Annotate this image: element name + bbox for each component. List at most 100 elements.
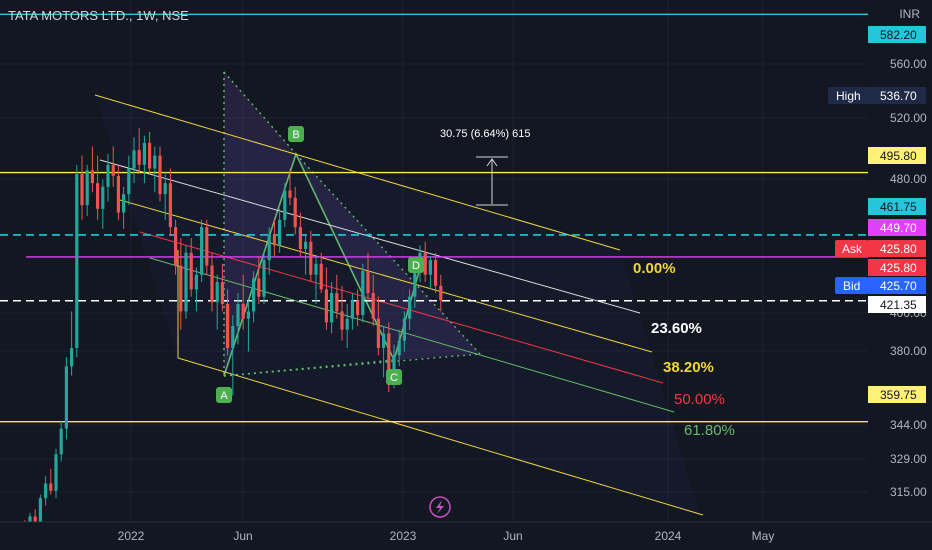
candle — [319, 252, 323, 294]
point-a-marker[interactable]: A — [216, 387, 232, 403]
candle — [309, 230, 313, 283]
candlesticks[interactable] — [2, 128, 443, 550]
candle — [59, 421, 63, 462]
candle — [241, 274, 245, 330]
price-tick: 520.00 — [890, 111, 927, 125]
bid-tag: Bid — [843, 279, 860, 293]
candle — [142, 135, 146, 184]
time-tick: May — [752, 529, 775, 543]
price-tick: 344.00 — [890, 418, 927, 432]
time-axis[interactable]: 2022 Jun 2023 Jun 2024 May — [0, 521, 932, 550]
price-label-495: 495.80 — [880, 149, 917, 163]
candle — [262, 252, 266, 305]
candle — [366, 252, 370, 301]
candle — [408, 289, 412, 330]
candle — [314, 256, 318, 305]
point-c-marker[interactable]: C — [386, 369, 402, 385]
fib-label-0: 0.00% — [633, 260, 676, 277]
high-tag: High — [836, 89, 861, 103]
time-tick: 2023 — [390, 529, 417, 543]
candle — [122, 186, 126, 229]
price-label-449: 449.70 — [880, 221, 917, 235]
candle — [361, 263, 365, 323]
candle — [85, 164, 89, 217]
candle — [153, 146, 157, 193]
candle — [215, 274, 219, 330]
horizontal-levels[interactable] — [0, 13, 868, 423]
candle — [330, 282, 334, 334]
candle — [350, 293, 354, 330]
candle — [174, 219, 178, 275]
candle — [423, 241, 427, 283]
point-b-marker[interactable]: B — [288, 126, 304, 142]
price-labels: 582.20 High 536.70 495.80 461.75 449.70 … — [828, 26, 926, 403]
candle — [340, 285, 344, 341]
candle — [226, 289, 230, 356]
time-tick: 2022 — [118, 529, 145, 543]
price-label-bid: 425.70 — [880, 279, 917, 293]
price-label-359: 359.75 — [880, 388, 917, 402]
fib-labels: 0.00% 23.60% 38.20% 50.00% 61.80% — [633, 260, 735, 439]
price-range-tool[interactable]: 30.75 (6.64%) 615 — [440, 128, 531, 206]
candle — [324, 267, 328, 330]
candle — [101, 179, 105, 229]
candle — [298, 212, 302, 257]
candle — [272, 219, 276, 257]
candle — [90, 146, 94, 193]
candle — [278, 208, 282, 253]
candle — [205, 219, 209, 275]
point-d-label: D — [412, 260, 420, 272]
candle — [231, 315, 235, 396]
fib-label-38-2: 38.20% — [663, 359, 714, 376]
price-label-last: 425.80 — [880, 261, 917, 275]
candle — [44, 476, 48, 506]
candle — [64, 357, 68, 440]
symbol-title[interactable]: TATA MOTORS LTD., 1W, NSE — [8, 8, 189, 23]
fib-label-61-8: 61.80% — [684, 422, 735, 439]
point-d-marker[interactable]: D — [408, 257, 424, 273]
candle — [246, 300, 250, 352]
candle — [194, 267, 198, 312]
currency-label[interactable]: INR — [899, 7, 920, 21]
price-tick: 315.00 — [890, 485, 927, 499]
point-markers: A B C D — [216, 126, 424, 403]
candle — [252, 271, 256, 323]
price-label-461: 461.75 — [880, 200, 917, 214]
fib-channel[interactable] — [94, 94, 704, 516]
price-label-582: 582.20 — [880, 28, 917, 42]
candle — [75, 164, 79, 358]
candle — [189, 238, 193, 297]
point-c-label: C — [390, 372, 398, 384]
candle — [283, 183, 287, 228]
candle — [402, 311, 406, 352]
candle — [127, 155, 131, 206]
candle — [382, 326, 386, 378]
price-label-ask: 425.80 — [880, 242, 917, 256]
candle — [200, 219, 204, 283]
candle — [132, 137, 136, 184]
point-b-label: B — [292, 129, 299, 141]
price-tick: 480.00 — [890, 172, 927, 186]
candle — [148, 131, 152, 174]
candle — [293, 186, 297, 235]
measure-label: 30.75 (6.64%) 615 — [440, 128, 531, 140]
candle — [106, 153, 110, 202]
fib-label-23-6: 23.60% — [651, 320, 702, 337]
candle — [116, 164, 120, 220]
price-label-421: 421.35 — [880, 298, 917, 312]
candle — [397, 329, 401, 367]
candle — [70, 311, 74, 376]
time-tick: Jun — [233, 529, 252, 543]
candle — [376, 296, 380, 356]
time-tick: 2024 — [655, 529, 682, 543]
candle — [439, 274, 443, 312]
candle — [168, 168, 172, 235]
candle — [345, 304, 349, 348]
candle — [184, 245, 188, 319]
candle — [288, 168, 292, 206]
candle — [158, 146, 162, 202]
candle — [434, 252, 438, 294]
price-label-high: 536.70 — [880, 89, 917, 103]
lightning-icon[interactable] — [429, 496, 451, 518]
